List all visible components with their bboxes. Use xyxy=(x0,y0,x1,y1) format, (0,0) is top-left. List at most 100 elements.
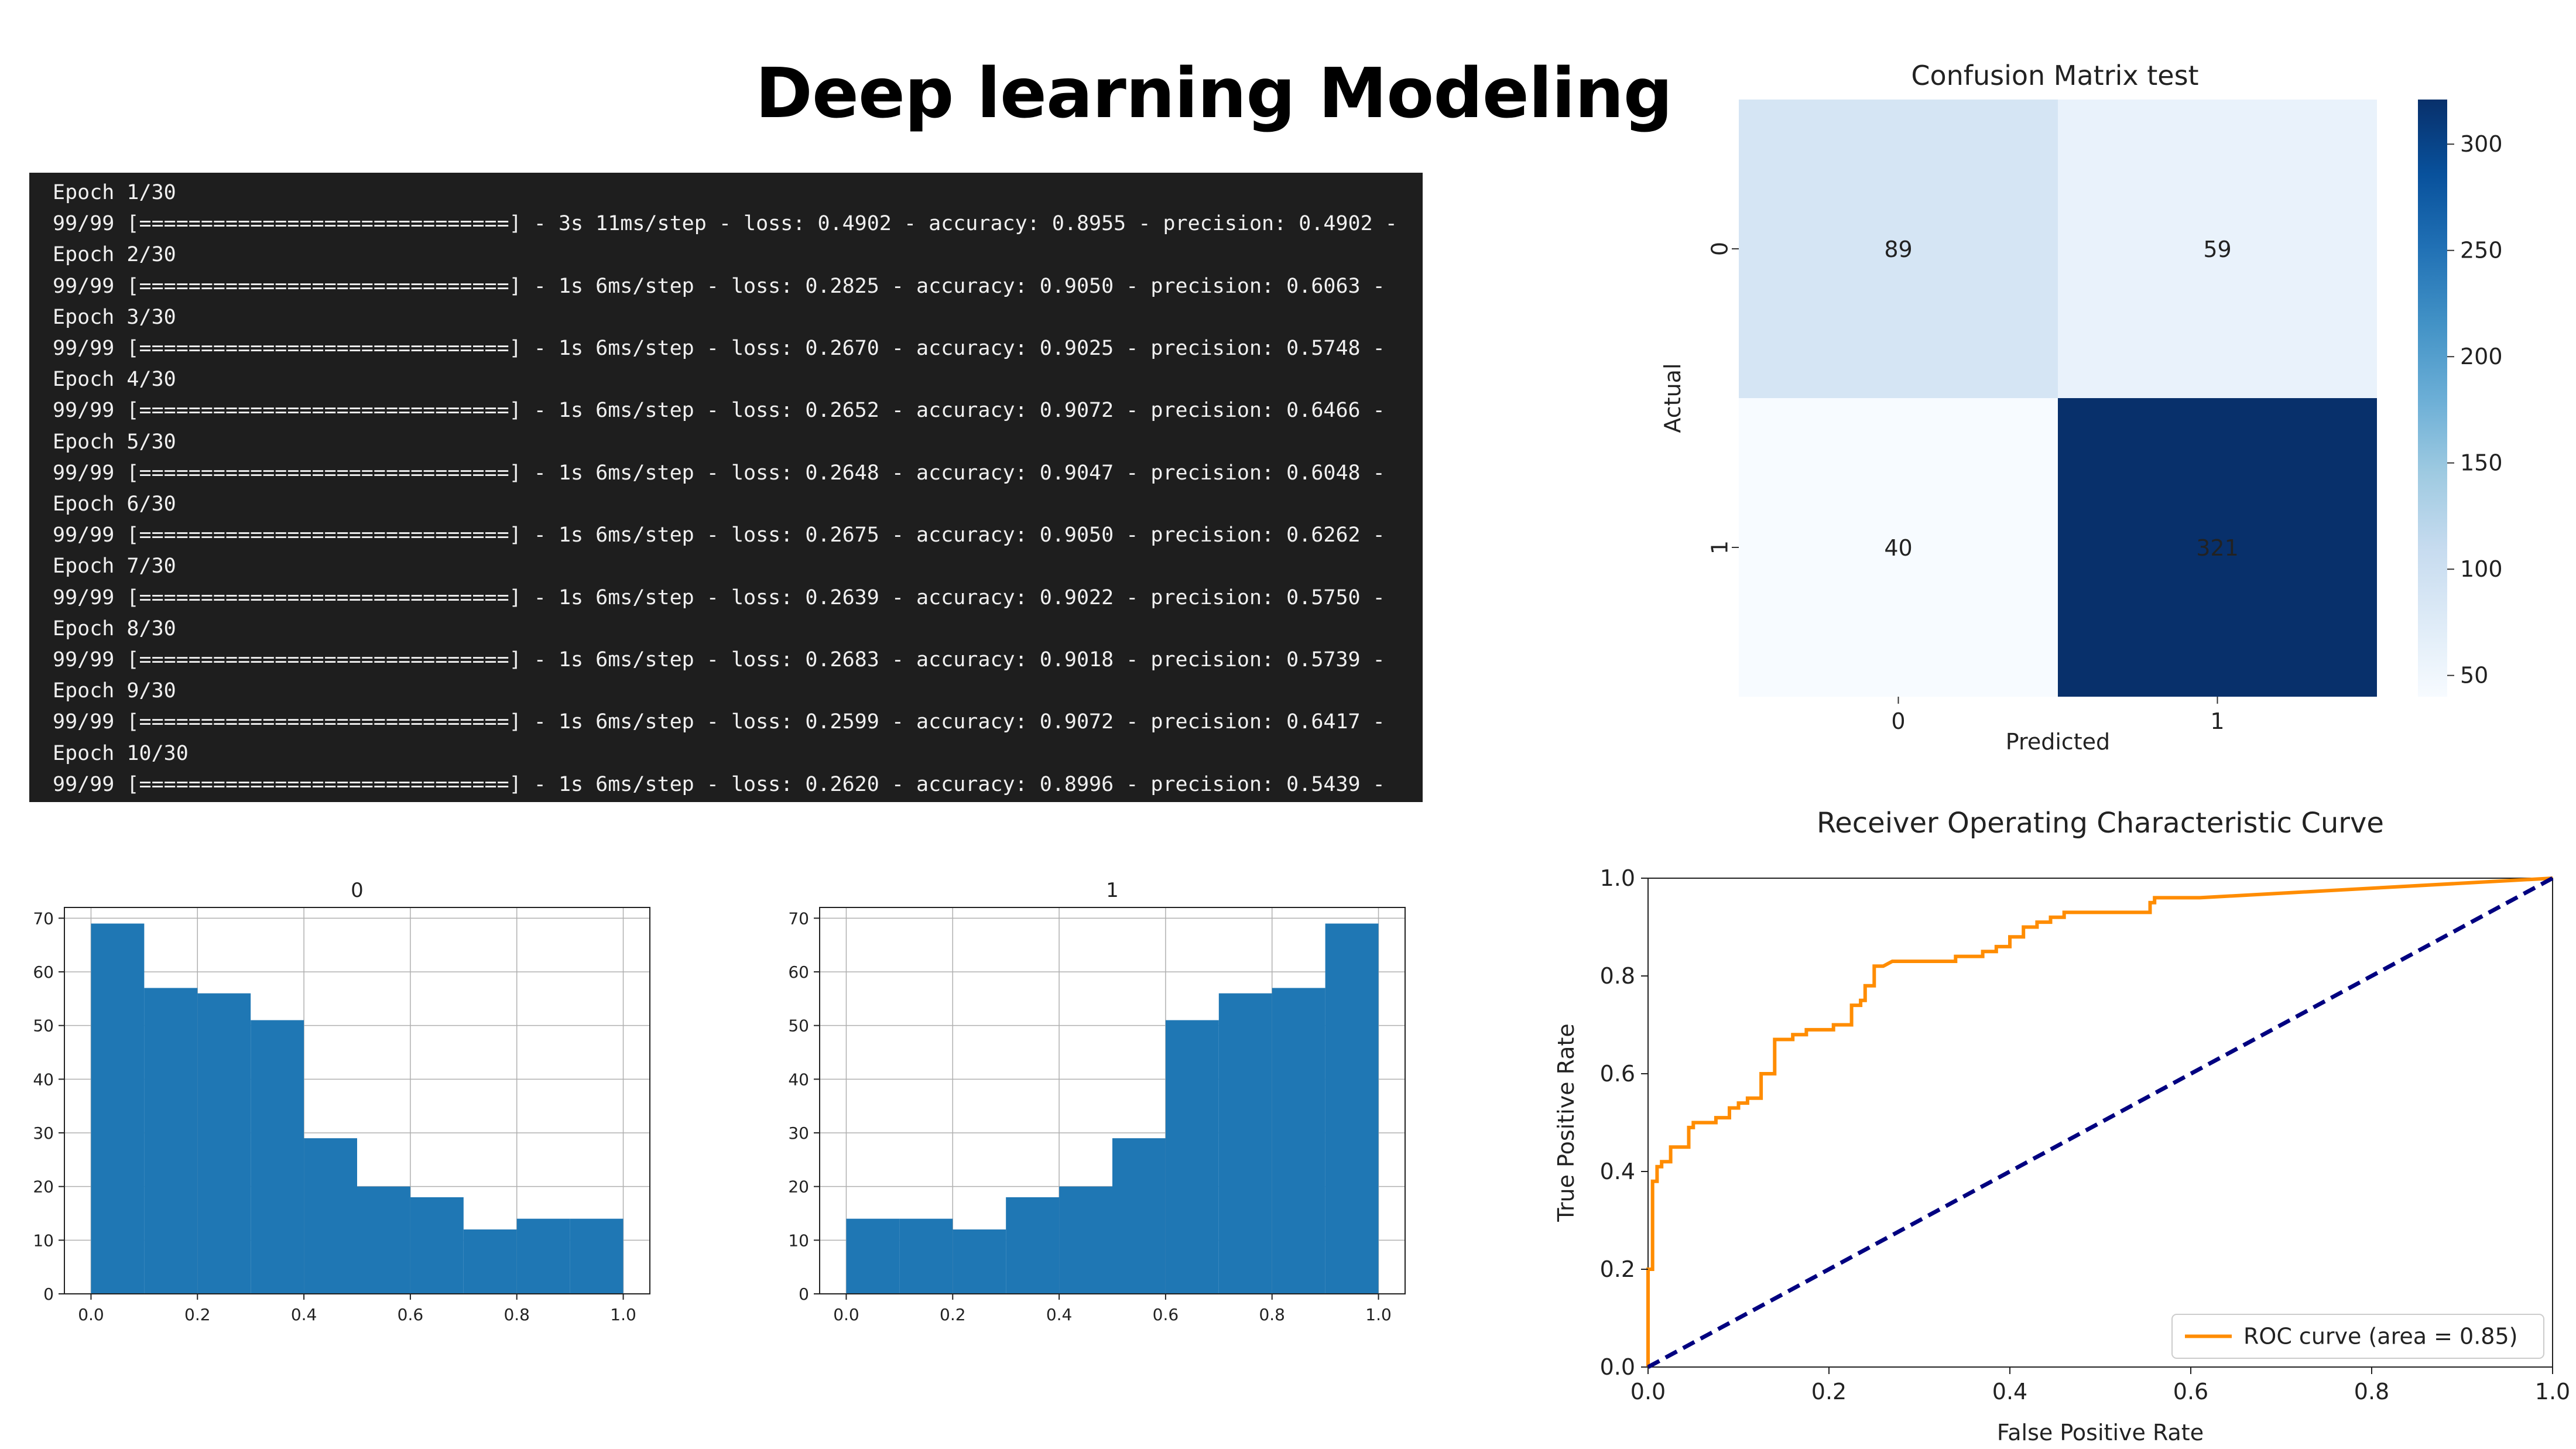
x-tick-label: 1.0 xyxy=(2535,1379,2570,1405)
x-tick-label: 0.8 xyxy=(1259,1305,1285,1324)
y-tick-label: 0 xyxy=(799,1284,809,1304)
roc-curve-line xyxy=(1646,876,2553,1367)
colorbar-tick-label: 50 xyxy=(2460,663,2488,688)
log-line: 99/99 [==============================] -… xyxy=(53,399,1385,423)
x-tick-label: 0.2 xyxy=(184,1305,211,1324)
chart-title: Confusion Matrix test xyxy=(1911,60,2198,91)
y-tick-label: 10 xyxy=(788,1231,809,1250)
y-tick-label: 20 xyxy=(788,1177,809,1197)
chance-diagonal-line xyxy=(1647,876,2554,1369)
y-tick-label: 40 xyxy=(788,1070,809,1089)
y-tick-label: 70 xyxy=(33,909,54,928)
log-line: Epoch 4/30 xyxy=(53,368,176,392)
x-tick-label: 0.4 xyxy=(1046,1305,1073,1324)
y-tick-label: 0.2 xyxy=(1600,1256,1635,1282)
log-line: 99/99 [==============================] -… xyxy=(53,274,1385,298)
cell-value: 59 xyxy=(2203,237,2231,262)
histogram-bar xyxy=(1165,1020,1219,1294)
histogram-bar xyxy=(304,1138,357,1294)
log-line: Epoch 8/30 xyxy=(53,616,176,640)
y-tick-label: 40 xyxy=(33,1070,54,1089)
colorbar xyxy=(2418,100,2447,697)
histogram-bar xyxy=(1272,988,1325,1294)
x-tick-label: 1.0 xyxy=(610,1305,636,1324)
y-tick-label: 60 xyxy=(788,962,809,982)
log-line: Epoch 9/30 xyxy=(53,679,176,703)
x-tick-label: 0.0 xyxy=(1630,1379,1666,1405)
histogram-bar xyxy=(516,1218,570,1294)
training-log-terminal: Epoch 1/30 99/99 [=======================… xyxy=(29,173,1423,802)
y-tick-label: 70 xyxy=(788,909,809,928)
heatmap-cell xyxy=(1739,100,2058,398)
log-line: Epoch 6/30 xyxy=(53,492,176,516)
x-tick-label: 0.8 xyxy=(2354,1379,2389,1405)
roc-curve-chart: Receiver Operating Characteristic Curve 0… xyxy=(1553,807,2570,1445)
histogram-bar xyxy=(144,988,198,1294)
axes-frame xyxy=(64,907,650,1294)
x-tick-label: 1.0 xyxy=(1365,1305,1392,1324)
histogram-bar xyxy=(1006,1197,1060,1294)
y-tick-label: 0.0 xyxy=(1600,1354,1635,1380)
legend-box xyxy=(2171,1314,2544,1359)
histogram-bar xyxy=(463,1229,517,1294)
confusion-matrix-chart: Confusion Matrix test 89 59 40 321 0 1 0 1 Predic… xyxy=(1660,60,2503,755)
x-tick-label: 0.4 xyxy=(1992,1379,2027,1405)
x-tick-label: 0.0 xyxy=(833,1305,859,1324)
chart-title: Receiver Operating Characteristic Curve xyxy=(1817,807,2384,840)
log-line: Epoch 5/30 xyxy=(53,430,176,454)
y-tick-label: 30 xyxy=(33,1123,54,1143)
x-tick-label: 1 xyxy=(2210,708,2224,734)
legend-label: ROC curve (area = 0.85) xyxy=(2243,1324,2517,1349)
histogram-bar xyxy=(1218,993,1272,1294)
x-tick-label: 0.6 xyxy=(2173,1379,2208,1405)
y-tick-label: 0.6 xyxy=(1600,1061,1635,1087)
y-tick-label: 0.8 xyxy=(1600,963,1635,989)
heatmap-cell xyxy=(2058,100,2377,398)
histogram-bar xyxy=(1112,1138,1166,1294)
histogram-bar xyxy=(91,923,145,1294)
x-axis-label: False Positive Rate xyxy=(1997,1420,2204,1445)
colorbar-tick-label: 150 xyxy=(2460,450,2503,476)
slide-title: Deep learning Modeling xyxy=(755,53,1673,133)
log-line: 99/99 [==============================] -… xyxy=(53,523,1385,547)
histogram-bar xyxy=(197,993,251,1294)
y-tick-label: 0 xyxy=(1707,242,1733,256)
x-tick-label: 0 xyxy=(1891,708,1905,734)
log-line: 99/99 [==============================] -… xyxy=(53,772,1385,796)
log-line: Epoch 1/30 xyxy=(53,181,176,204)
y-tick-label: 30 xyxy=(788,1123,809,1143)
heatmap-cell xyxy=(2058,398,2377,697)
y-axis-label: True Positive Rate xyxy=(1553,1023,1579,1222)
cell-value: 321 xyxy=(2196,535,2239,561)
colorbar-tick-label: 200 xyxy=(2460,344,2503,369)
log-line: 99/99 [==============================] -… xyxy=(53,648,1385,672)
axes-frame xyxy=(819,907,1406,1294)
chart-title: 1 xyxy=(1106,879,1119,902)
histogram-bar xyxy=(357,1186,410,1294)
y-tick-label: 0 xyxy=(43,1284,54,1304)
heatmap-cell xyxy=(1739,398,2058,697)
x-tick-label: 0.2 xyxy=(940,1305,966,1324)
cell-value: 89 xyxy=(1884,237,1912,262)
y-axis-label: Actual xyxy=(1660,363,1686,433)
histogram-bar xyxy=(846,1218,900,1294)
log-line: Epoch 2/30 xyxy=(53,243,176,267)
y-tick-label: 20 xyxy=(33,1177,54,1197)
axes-frame xyxy=(1647,878,2553,1368)
histogram-class-0: 0 0 10 20 30 40 50 60 70 0.0 0.2 0.4 0.6 0.8 1.0 xyxy=(33,879,650,1324)
y-tick-label: 50 xyxy=(788,1016,809,1036)
x-tick-label: 0.8 xyxy=(503,1305,530,1324)
log-line: Epoch 7/30 xyxy=(53,554,176,578)
y-tick-label: 1.0 xyxy=(1600,865,1635,891)
histogram-bar xyxy=(570,1218,624,1294)
colorbar-tick-label: 300 xyxy=(2460,131,2503,157)
histogram-bar xyxy=(1059,1186,1112,1294)
log-line: 99/99 [==============================] -… xyxy=(53,461,1385,485)
x-tick-label: 0.6 xyxy=(1153,1305,1179,1324)
chart-title: 0 xyxy=(351,879,364,902)
log-line: Epoch 10/30 xyxy=(53,741,189,765)
colorbar-tick-label: 100 xyxy=(2460,556,2503,582)
y-tick-label: 0.4 xyxy=(1600,1159,1635,1184)
colorbar-tick-label: 250 xyxy=(2460,238,2503,263)
